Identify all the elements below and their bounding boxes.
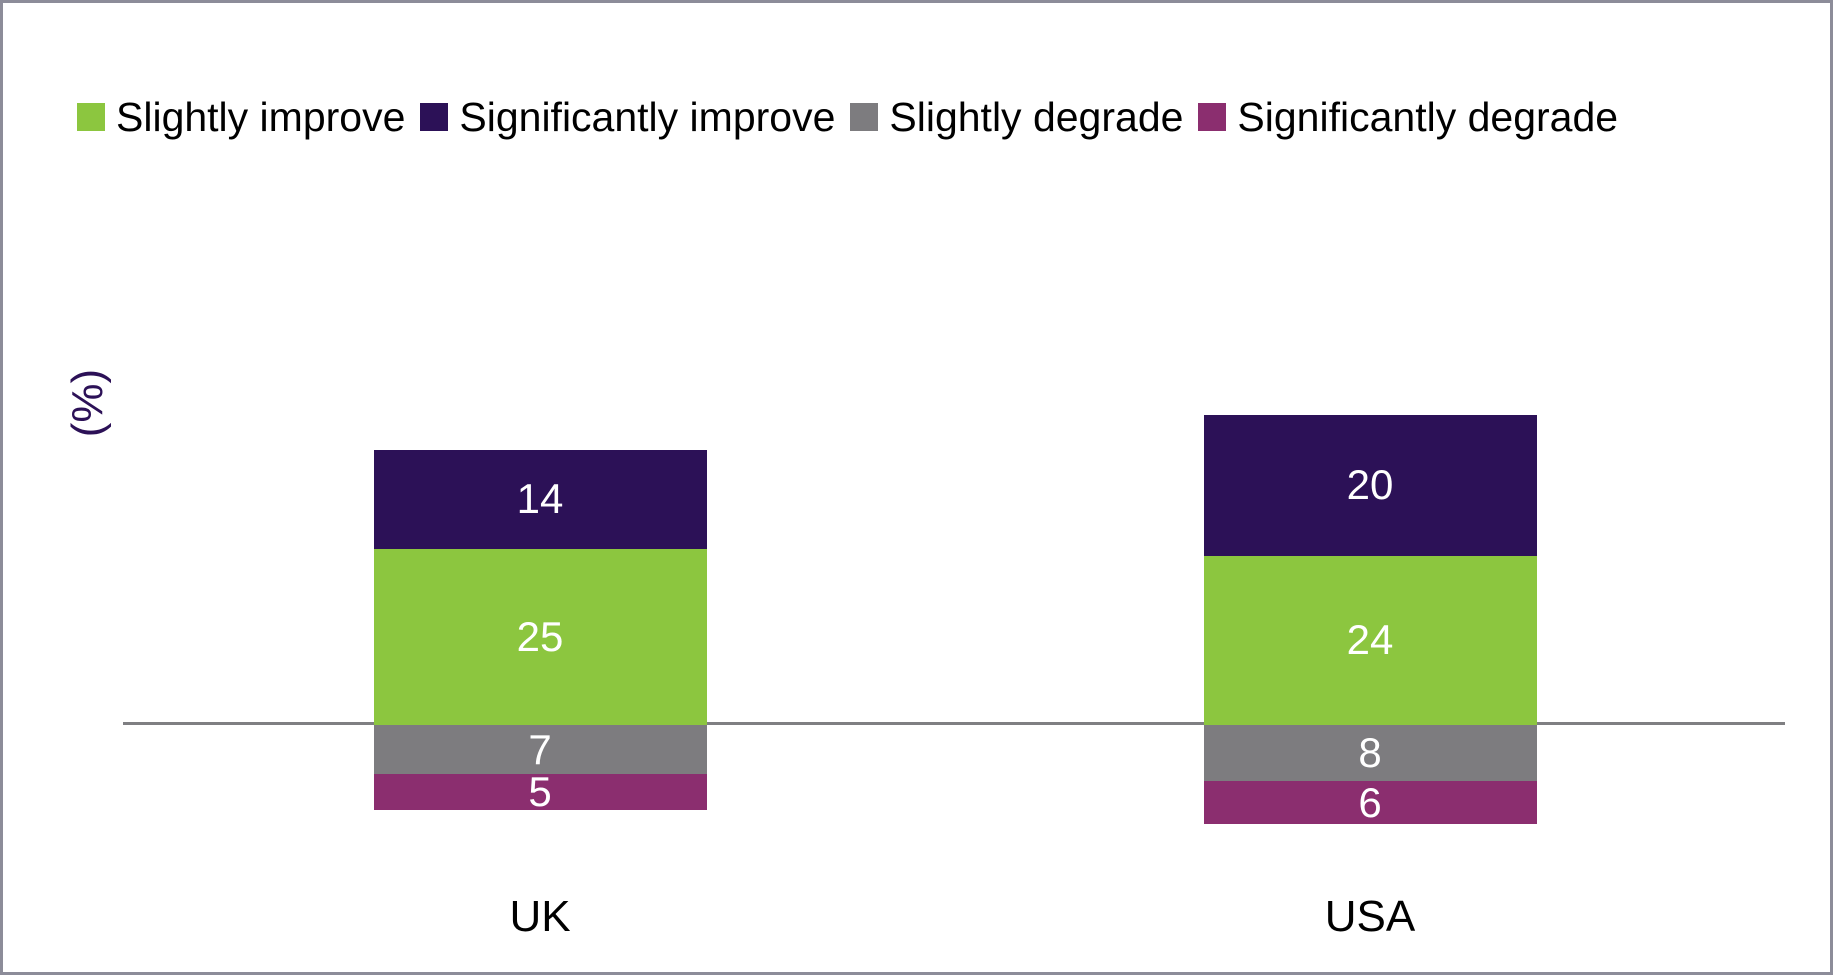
bar-segment-usa-significantly-degrade: 6 (1203, 778, 1537, 826)
bar-segment-uk-significantly-degrade: 5 (373, 770, 707, 812)
bar-value-label: 14 (516, 475, 564, 523)
legend-item-slightly-improve: Slightly improve (77, 93, 406, 140)
bar-segment-uk-slightly-improve: 25 (373, 548, 707, 725)
bar-value-label: 7 (528, 725, 552, 773)
legend-label: Significantly degrade (1237, 93, 1619, 140)
bar-value-label: 5 (528, 767, 552, 815)
category-label-usa: USA (1324, 892, 1416, 941)
bar-segment-uk-slightly-degrade: 7 (373, 725, 707, 775)
legend-swatch-icon (77, 103, 105, 131)
bar-segment-uk-significantly-improve: 14 (373, 450, 707, 549)
bar-value-label: 6 (1358, 778, 1382, 826)
chart-legend: Slightly improve Significantly improve Sli… (77, 89, 1618, 145)
legend-item-significantly-degrade: Significantly degrade (1198, 93, 1619, 140)
bar-value-label: 24 (1346, 616, 1394, 664)
bar-value-label: 20 (1346, 461, 1394, 509)
bar-value-label: 8 (1358, 729, 1382, 777)
bar-segment-usa-slightly-degrade: 8 (1203, 725, 1537, 782)
bar-segment-usa-significantly-improve: 20 (1203, 414, 1537, 556)
legend-label: Slightly improve (116, 93, 406, 140)
legend-swatch-icon (420, 103, 449, 131)
zero-axis-line (123, 722, 1785, 725)
legend-swatch-icon (1198, 103, 1227, 131)
legend-item-slightly-degrade: Slightly degrade (850, 93, 1184, 140)
legend-label: Significantly improve (459, 93, 836, 140)
legend-label: Slightly degrade (889, 93, 1184, 140)
legend-swatch-icon (850, 103, 879, 131)
category-label-uk: UK (509, 892, 571, 941)
bar-segment-usa-slightly-improve: 24 (1203, 555, 1537, 725)
plot-area: 25 14 7 5 UK 24 20 8 6 USA (3, 3, 1830, 972)
legend-item-significantly-improve: Significantly improve (420, 93, 836, 140)
bar-value-label: 25 (516, 612, 564, 660)
